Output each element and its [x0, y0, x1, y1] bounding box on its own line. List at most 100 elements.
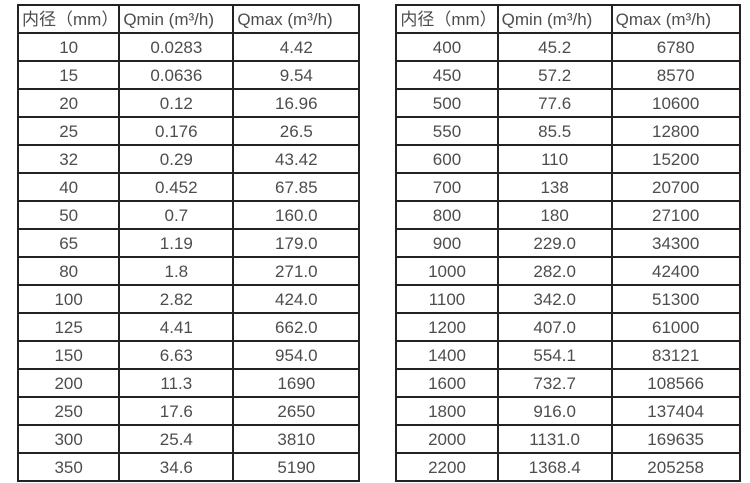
- table-row: 450 57.2 8570: [395, 60, 741, 90]
- qmin-column-header: Qmin (m³/h): [118, 4, 235, 34]
- diameter-cell: 1400: [395, 340, 499, 370]
- flow-range-table-right: 内径（mm） Qmin (m³/h) Qmax (m³/h) 400 45.2 6780…: [395, 4, 741, 482]
- qmax-cell: 15200: [610, 144, 741, 174]
- diameter-column-header: 内径（mm）: [395, 4, 499, 34]
- diameter-cell: 50: [16, 200, 121, 230]
- table-row: 2200 1368.4 205258: [395, 452, 741, 482]
- table-row: 40 0.452 67.85: [16, 172, 361, 202]
- qmin-cell: 282.0: [496, 256, 613, 286]
- qmax-cell: 3810: [232, 424, 361, 454]
- qmin-cell: 0.29: [118, 144, 235, 174]
- diameter-cell: 400: [395, 32, 499, 62]
- diameter-column-header: 内径（mm）: [16, 4, 121, 34]
- diameter-cell: 2000: [395, 424, 499, 454]
- table-row: 600 110 15200: [395, 144, 741, 174]
- diameter-cell: 1800: [395, 396, 499, 426]
- qmax-cell: 12800: [610, 116, 741, 146]
- qmin-cell: 0.7: [118, 200, 235, 230]
- qmax-cell: 2650: [232, 396, 361, 426]
- table-row: 10 0.0283 4.42: [16, 32, 361, 62]
- qmax-cell: 179.0: [232, 228, 361, 258]
- diameter-cell: 300: [16, 424, 121, 454]
- qmin-cell: 0.452: [118, 172, 235, 202]
- diameter-cell: 40: [16, 172, 121, 202]
- qmin-cell: 0.0636: [118, 60, 235, 90]
- qmin-cell: 407.0: [496, 312, 613, 342]
- qmin-cell: 0.12: [118, 88, 235, 118]
- header-row: 内径（mm） Qmin (m³/h) Qmax (m³/h): [395, 4, 741, 34]
- table-row: 50 0.7 160.0: [16, 200, 361, 230]
- diameter-cell: 32: [16, 144, 121, 174]
- diameter-cell: 800: [395, 200, 499, 230]
- header-row: 内径（mm） Qmin (m³/h) Qmax (m³/h): [16, 4, 361, 34]
- qmax-cell: 8570: [610, 60, 741, 90]
- diameter-cell: 200: [16, 368, 121, 398]
- diameter-cell: 450: [395, 60, 499, 90]
- qmin-cell: 34.6: [118, 452, 235, 482]
- table-row: 25 0.176 26.5: [16, 116, 361, 146]
- qmin-cell: 17.6: [118, 396, 235, 426]
- table-row: 550 85.5 12800: [395, 116, 741, 146]
- table-row: 500 77.6 10600: [395, 88, 741, 118]
- diameter-cell: 550: [395, 116, 499, 146]
- qmax-cell: 43.42: [232, 144, 361, 174]
- qmax-cell: 9.54: [232, 60, 361, 90]
- qmax-cell: 954.0: [232, 340, 361, 370]
- qmin-cell: 1368.4: [496, 452, 613, 482]
- qmin-cell: 6.63: [118, 340, 235, 370]
- qmax-cell: 169635: [610, 424, 741, 454]
- qmin-cell: 1131.0: [496, 424, 613, 454]
- qmin-cell: 732.7: [496, 368, 613, 398]
- table-row: 350 34.6 5190: [16, 452, 361, 482]
- diameter-cell: 20: [16, 88, 121, 118]
- qmin-cell: 85.5: [496, 116, 613, 146]
- table-row: 1100 342.0 51300: [395, 284, 741, 314]
- qmax-cell: 42400: [610, 256, 741, 286]
- qmin-cell: 25.4: [118, 424, 235, 454]
- table-row: 32 0.29 43.42: [16, 144, 361, 174]
- qmax-cell: 5190: [232, 452, 361, 482]
- qmax-cell: 1690: [232, 368, 361, 398]
- qmax-cell: 20700: [610, 172, 741, 202]
- qmax-cell: 6780: [610, 32, 741, 62]
- diameter-cell: 700: [395, 172, 499, 202]
- qmax-cell: 61000: [610, 312, 741, 342]
- qmin-cell: 1.8: [118, 256, 235, 286]
- table-row: 1800 916.0 137404: [395, 396, 741, 426]
- qmax-cell: 26.5: [232, 116, 361, 146]
- qmin-cell: 4.41: [118, 312, 235, 342]
- qmax-cell: 137404: [610, 396, 741, 426]
- qmin-cell: 554.1: [496, 340, 613, 370]
- qmax-cell: 662.0: [232, 312, 361, 342]
- qmax-cell: 10600: [610, 88, 741, 118]
- table-row: 1400 554.1 83121: [395, 340, 741, 370]
- qmin-column-header: Qmin (m³/h): [496, 4, 613, 34]
- qmax-cell: 51300: [610, 284, 741, 314]
- diameter-cell: 1200: [395, 312, 499, 342]
- table-row: 1200 407.0 61000: [395, 312, 741, 342]
- table-row: 15 0.0636 9.54: [16, 60, 361, 90]
- table-row: 800 180 27100: [395, 200, 741, 230]
- qmax-cell: 108566: [610, 368, 741, 398]
- diameter-cell: 15: [16, 60, 121, 90]
- qmin-cell: 45.2: [496, 32, 613, 62]
- table-row: 700 138 20700: [395, 172, 741, 202]
- diameter-cell: 2200: [395, 452, 499, 482]
- table-row: 200 11.3 1690: [16, 368, 361, 398]
- diameter-cell: 80: [16, 256, 121, 286]
- table-row: 80 1.8 271.0: [16, 256, 361, 286]
- qmax-cell: 67.85: [232, 172, 361, 202]
- diameter-cell: 1600: [395, 368, 499, 398]
- diameter-cell: 10: [16, 32, 121, 62]
- qmin-cell: 110: [496, 144, 613, 174]
- qmax-column-header: Qmax (m³/h): [610, 4, 741, 34]
- qmin-cell: 57.2: [496, 60, 613, 90]
- table-row: 1000 282.0 42400: [395, 256, 741, 286]
- qmin-cell: 11.3: [118, 368, 235, 398]
- qmin-cell: 0.0283: [118, 32, 235, 62]
- diameter-cell: 65: [16, 228, 121, 258]
- qmax-column-header: Qmax (m³/h): [232, 4, 361, 34]
- qmax-cell: 205258: [610, 452, 741, 482]
- table-row: 125 4.41 662.0: [16, 312, 361, 342]
